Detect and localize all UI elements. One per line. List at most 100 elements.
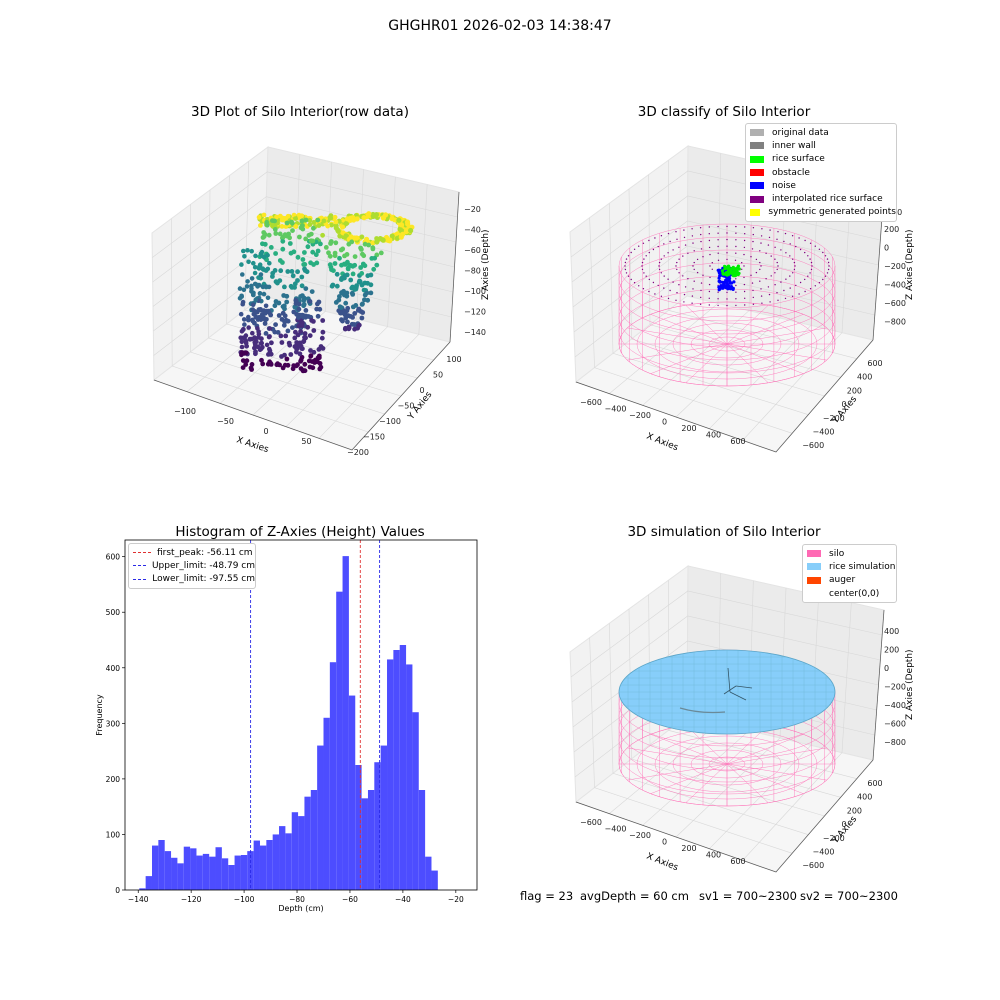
- scatter-point: [356, 323, 361, 329]
- interpolated-point: [752, 233, 754, 236]
- scatter-point: [316, 223, 322, 229]
- interpolated-point: [726, 285, 728, 287]
- grid-line: [609, 153, 721, 394]
- silo-ring: [618, 685, 836, 771]
- interpolated-point: [743, 246, 746, 249]
- scatter-point: [359, 302, 365, 307]
- histogram-xtick: −120: [181, 895, 202, 904]
- scatter-point: [303, 236, 309, 242]
- scatter-point: [392, 217, 398, 223]
- scatter-point: [243, 338, 249, 344]
- noise-point: [728, 281, 732, 285]
- scatter-point: [314, 237, 320, 243]
- scatter-point: [282, 284, 287, 290]
- scatter-point: [241, 287, 247, 293]
- rice-surface-point: [727, 265, 731, 269]
- scatter-point: [258, 223, 263, 228]
- scatter-point: [307, 217, 313, 223]
- interpolated-point: [822, 278, 824, 281]
- scatter-point: [403, 222, 409, 228]
- histogram-bar: [304, 796, 311, 890]
- panel4-ztick: 200: [884, 646, 899, 655]
- scatter-point: [368, 282, 374, 288]
- interpolated-point: [700, 282, 703, 284]
- scatter-point: [334, 283, 340, 289]
- scatter-point: [331, 268, 336, 273]
- scatter-point: [398, 228, 405, 234]
- scatter-point: [406, 230, 413, 236]
- noise-point: [719, 269, 723, 274]
- noise-point: [728, 269, 733, 273]
- scatter-point: [353, 213, 359, 219]
- scatter-point: [385, 237, 391, 243]
- noise-point: [722, 274, 726, 278]
- scatter-point: [336, 218, 342, 224]
- interpolated-point: [734, 259, 737, 261]
- interpolated-point: [630, 251, 632, 254]
- scatter-point: [347, 262, 352, 268]
- interpolated-point: [776, 261, 778, 264]
- silo-floor-spoke: [650, 734, 728, 765]
- scatter-point: [335, 228, 341, 234]
- legend-label: noise: [772, 180, 796, 191]
- scatter-point: [374, 236, 379, 241]
- noise-point: [727, 272, 731, 277]
- scatter-point: [401, 217, 408, 224]
- rice-surface-point: [723, 264, 727, 268]
- silo-ring: [618, 262, 836, 348]
- scatter-point: [314, 217, 320, 223]
- scatter-point: [239, 294, 244, 299]
- noise-point: [729, 281, 734, 285]
- histogram-bar: [285, 833, 292, 890]
- scatter-point: [354, 283, 359, 289]
- panel1-ztick: −100: [464, 287, 486, 296]
- interpolated-point: [717, 225, 719, 228]
- interpolated-point: [752, 289, 754, 292]
- scatter-point: [264, 284, 269, 289]
- scatter-point: [337, 304, 343, 310]
- scatter-point: [362, 263, 368, 269]
- panel4-zlabel: Z Axies (Depth): [905, 649, 915, 720]
- rice-surface-point: [731, 265, 735, 269]
- rice-surface-point: [735, 269, 739, 273]
- grid-line: [152, 196, 457, 283]
- scatter-point: [292, 344, 298, 349]
- interpolated-point: [726, 271, 728, 274]
- scatter-point: [289, 219, 294, 225]
- silo-floor-spoke: [627, 747, 728, 765]
- scatter-point: [255, 284, 260, 289]
- scatter-point: [340, 275, 346, 281]
- legend-dash-swatch: [133, 552, 151, 554]
- scatter-point: [264, 220, 270, 226]
- scatter-point: [269, 216, 274, 222]
- scatter-point: [256, 295, 262, 301]
- scatter-point: [295, 317, 300, 323]
- scatter-point: [362, 241, 368, 247]
- grid-line: [171, 218, 369, 433]
- scatter-point: [341, 234, 347, 240]
- grid-line: [642, 160, 754, 406]
- rice-surface-point: [730, 271, 735, 275]
- scatter-point: [265, 252, 270, 258]
- interpolated-point: [793, 268, 796, 271]
- histogram-bar: [329, 662, 337, 890]
- scatter-point: [267, 310, 272, 316]
- scatter-point: [406, 225, 412, 232]
- scatter-point: [258, 317, 264, 322]
- panel2-xtick: −400: [605, 405, 627, 414]
- histogram-bar: [221, 858, 229, 890]
- interpolated-point: [799, 281, 802, 284]
- interpolated-point: [804, 239, 806, 242]
- scatter-point: [296, 215, 301, 221]
- scatter-point: [314, 306, 320, 312]
- scatter-point: [262, 218, 267, 223]
- panel2-ytick: 200: [847, 386, 862, 395]
- scatter-point: [357, 279, 363, 285]
- grid-line: [648, 594, 841, 798]
- scatter-point: [260, 235, 266, 240]
- scatter-point: [339, 290, 344, 296]
- scatter-point: [277, 278, 283, 283]
- scatter-point: [254, 282, 260, 288]
- interpolated-point: [809, 288, 812, 290]
- histogram-frame: [124, 539, 478, 891]
